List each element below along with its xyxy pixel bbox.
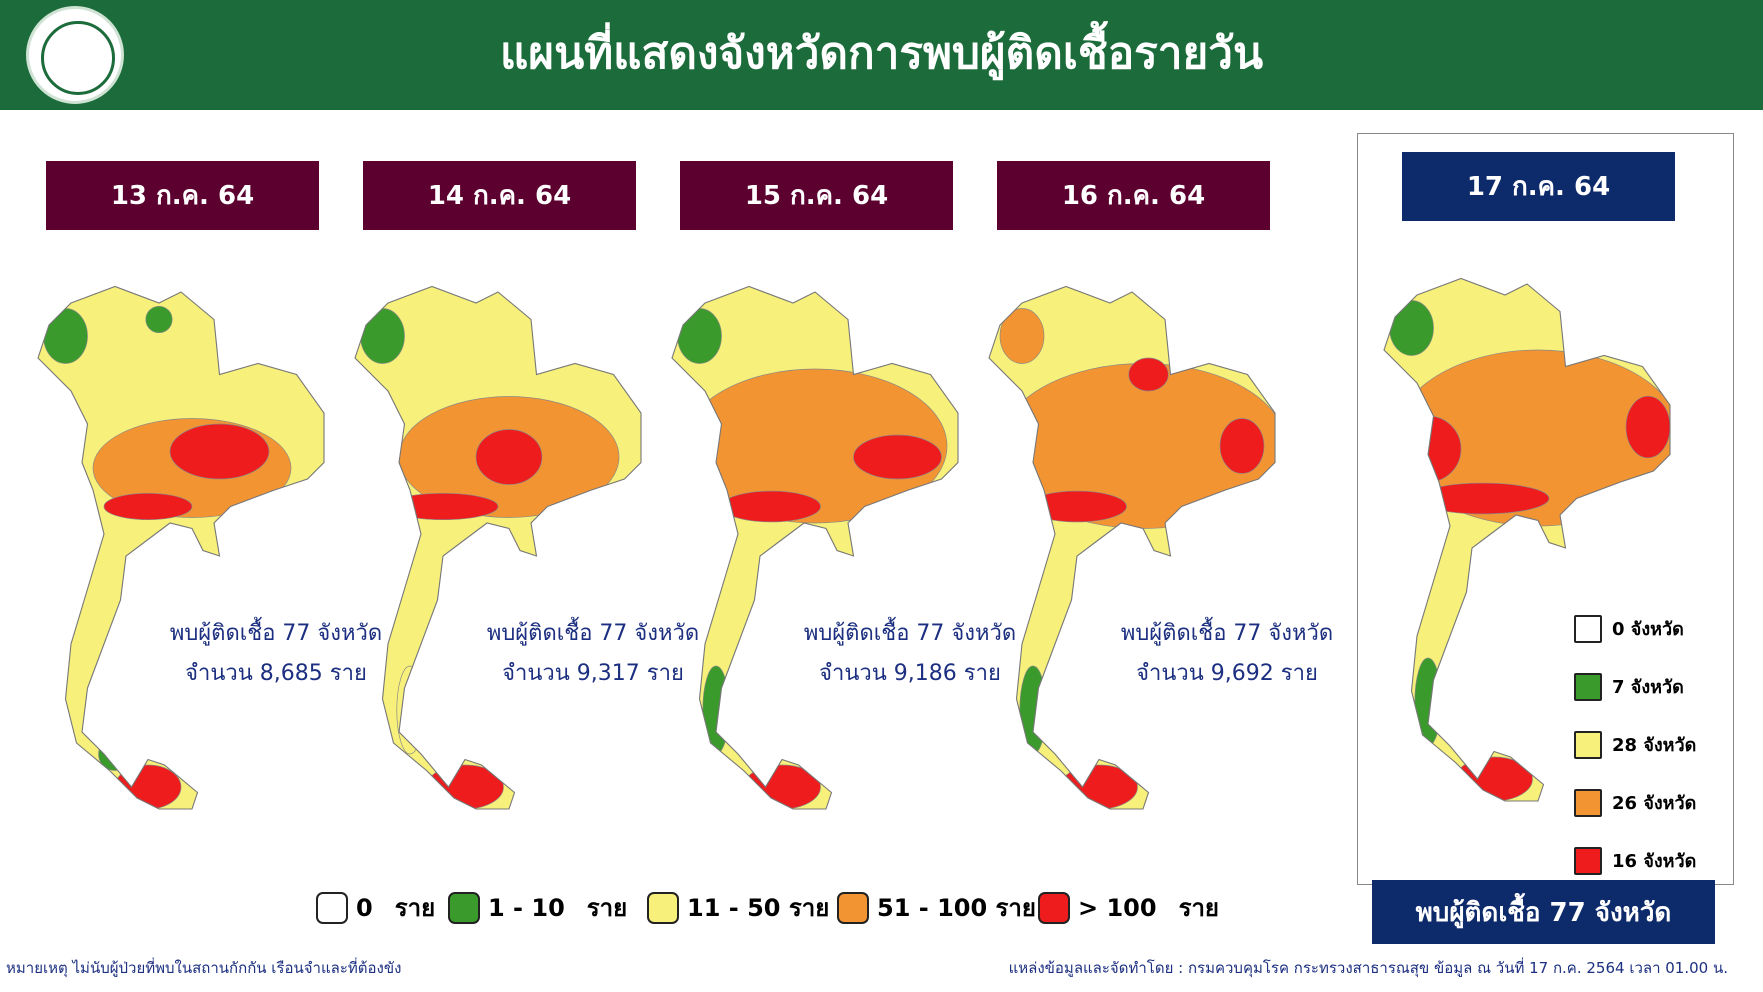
latest-legend-label: 26 จังหวัด (1612, 793, 1697, 814)
map-base (355, 286, 641, 809)
region (743, 764, 821, 809)
map (671, 285, 959, 810)
map (1383, 277, 1671, 802)
region (677, 308, 722, 364)
legend-item: 11 - 50 ราย (647, 888, 829, 927)
latest-summary: พบผู้ติดเชื้อ 77 จังหวัด (1372, 880, 1715, 944)
regions (43, 305, 292, 809)
region (853, 434, 942, 480)
latest-date: 17 ก.ค. 64 (1402, 152, 1675, 221)
panel-date: 15 ก.ค. 64 (680, 161, 953, 230)
region (1625, 395, 1670, 459)
panel-summary: พบผู้ติดเชื้อ 77 จังหวัด (486, 621, 700, 646)
map (988, 285, 1276, 810)
legend-label: > 100 (1078, 893, 1157, 922)
legend-unit: ราย (1178, 894, 1219, 922)
legend-unit: ราย (586, 894, 628, 922)
swatch (1574, 672, 1602, 701)
map-outline (988, 285, 1276, 810)
region (387, 492, 499, 521)
latest-legend-label: 28 จังหวัด (1612, 735, 1697, 756)
map (354, 285, 642, 810)
region (360, 308, 405, 364)
latest-legend-item: 16 จังหวัด (1574, 846, 1696, 875)
region (1389, 300, 1434, 356)
title: แผนที่แสดงจังหวัดการพบผู้ติดเชื้อรายวัน (499, 28, 1264, 79)
region (1027, 490, 1127, 523)
region (169, 423, 270, 480)
panel-count: จำนวน 9,692 ราย (1136, 661, 1318, 686)
swatch (1038, 891, 1070, 924)
legend-label: 1 - 10 (488, 893, 565, 922)
legend-item: 0 ราย (316, 888, 435, 927)
panel-count: จำนวน 9,317 ราย (502, 661, 684, 686)
swatch (448, 891, 480, 924)
latest-legend-label: 7 จังหวัด (1612, 677, 1684, 698)
map-outline (37, 285, 325, 810)
panel-count: จำนวน 8,685 ราย (185, 661, 367, 686)
legend-label: 51 - 100 ราย (877, 894, 1036, 922)
region (1394, 415, 1462, 483)
latest-legend-label: 16 จังหวัด (1612, 851, 1697, 872)
map-outline (354, 285, 642, 810)
region (1128, 357, 1169, 392)
region (43, 308, 88, 364)
legend-item: > 100 ราย (1038, 888, 1219, 927)
swatch (1574, 788, 1602, 817)
region (1416, 482, 1550, 515)
panel-summary: พบผู้ติดเชื้อ 77 จังหวัด (1120, 621, 1334, 646)
panel-date: 14 ก.ค. 64 (363, 161, 636, 230)
logo (26, 6, 124, 104)
swatch (1574, 730, 1602, 759)
legend-item: 51 - 100 ราย (837, 888, 1036, 927)
panel-summary: พบผู้ติดเชื้อ 77 จังหวัด (169, 621, 383, 646)
map-outline (1383, 277, 1671, 802)
region (103, 492, 193, 521)
panel-summary: พบผู้ติดเชื้อ 77 จังหวัด (803, 621, 1017, 646)
region (1455, 756, 1533, 801)
legend-item: 1 - 10 ราย (448, 888, 627, 927)
latest-legend-item: 0 จังหวัด (1574, 614, 1684, 643)
map-base (38, 286, 324, 809)
legend-label: 11 - 50 ราย (687, 894, 830, 922)
swatch (1574, 614, 1602, 643)
swatch (837, 891, 869, 924)
latest-legend-item: 7 จังหวัด (1574, 672, 1684, 701)
panel-date: 13 ก.ค. 64 (46, 161, 319, 230)
header: แผนที่แสดงจังหวัดการพบผู้ติดเชื้อรายวัน (0, 0, 1763, 110)
latest-legend-item: 26 จังหวัด (1574, 788, 1696, 817)
footer-source: แหล่งข้อมูลและจัดทำโดย : กรมควบคุมโรค กร… (1008, 959, 1728, 977)
panel-date: 16 ก.ค. 64 (997, 161, 1270, 230)
region (145, 305, 173, 334)
region (1219, 418, 1265, 474)
latest-legend-label: 0 จังหวัด (1612, 619, 1684, 640)
swatch (647, 891, 679, 924)
map (37, 285, 325, 810)
latest-legend-item: 28 จังหวัด (1574, 730, 1696, 759)
region (426, 764, 504, 809)
panel-count: จำนวน 9,186 ราย (819, 661, 1001, 686)
map-outline (671, 285, 959, 810)
footer-note: หมายเหตุ ไม่นับผู้ป่วยที่พบในสถานกักกัน … (6, 959, 402, 977)
region (721, 490, 821, 523)
swatch (1574, 846, 1602, 875)
legend-unit: ราย (394, 894, 436, 922)
swatch (316, 891, 348, 924)
region (396, 665, 424, 755)
region (999, 308, 1045, 364)
legend-label: 0 (356, 893, 373, 922)
region (114, 764, 182, 809)
region (475, 429, 543, 485)
region (1060, 764, 1138, 809)
